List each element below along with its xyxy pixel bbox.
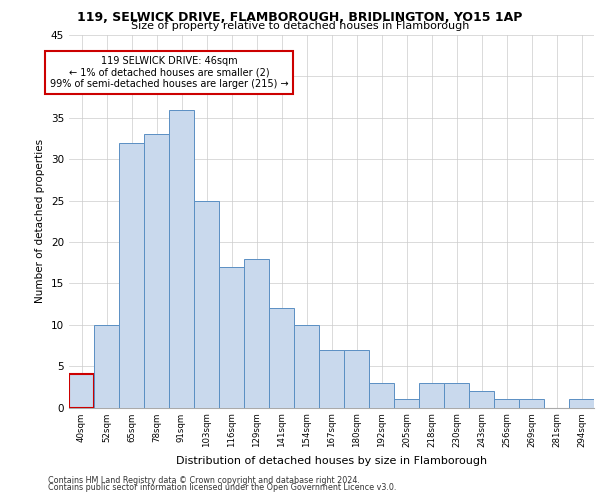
Bar (144, 134, 169, 407)
Bar (394, 399, 419, 407)
Bar (469, 391, 494, 407)
Bar (519, 399, 544, 407)
Bar (419, 382, 444, 407)
Text: Contains HM Land Registry data © Crown copyright and database right 2024.: Contains HM Land Registry data © Crown c… (48, 476, 360, 485)
Bar (119, 142, 144, 408)
Bar (269, 308, 294, 408)
Text: 119 SELWICK DRIVE: 46sqm
← 1% of detached houses are smaller (2)
99% of semi-det: 119 SELWICK DRIVE: 46sqm ← 1% of detache… (50, 56, 289, 89)
Bar (194, 200, 219, 408)
Bar (94, 324, 119, 407)
Text: Contains public sector information licensed under the Open Government Licence v3: Contains public sector information licen… (48, 484, 397, 492)
Y-axis label: Number of detached properties: Number of detached properties (35, 139, 46, 304)
Text: 119, SELWICK DRIVE, FLAMBOROUGH, BRIDLINGTON, YO15 1AP: 119, SELWICK DRIVE, FLAMBOROUGH, BRIDLIN… (77, 11, 523, 24)
Text: Size of property relative to detached houses in Flamborough: Size of property relative to detached ho… (131, 21, 469, 31)
Bar (569, 399, 594, 407)
Bar (369, 382, 394, 407)
Bar (69, 374, 94, 408)
Bar (444, 382, 469, 407)
Bar (494, 399, 519, 407)
Bar (319, 350, 344, 408)
Bar (294, 324, 319, 407)
Bar (244, 258, 269, 408)
Bar (219, 267, 244, 408)
Bar (344, 350, 369, 408)
X-axis label: Distribution of detached houses by size in Flamborough: Distribution of detached houses by size … (176, 456, 487, 466)
Bar (169, 110, 194, 408)
